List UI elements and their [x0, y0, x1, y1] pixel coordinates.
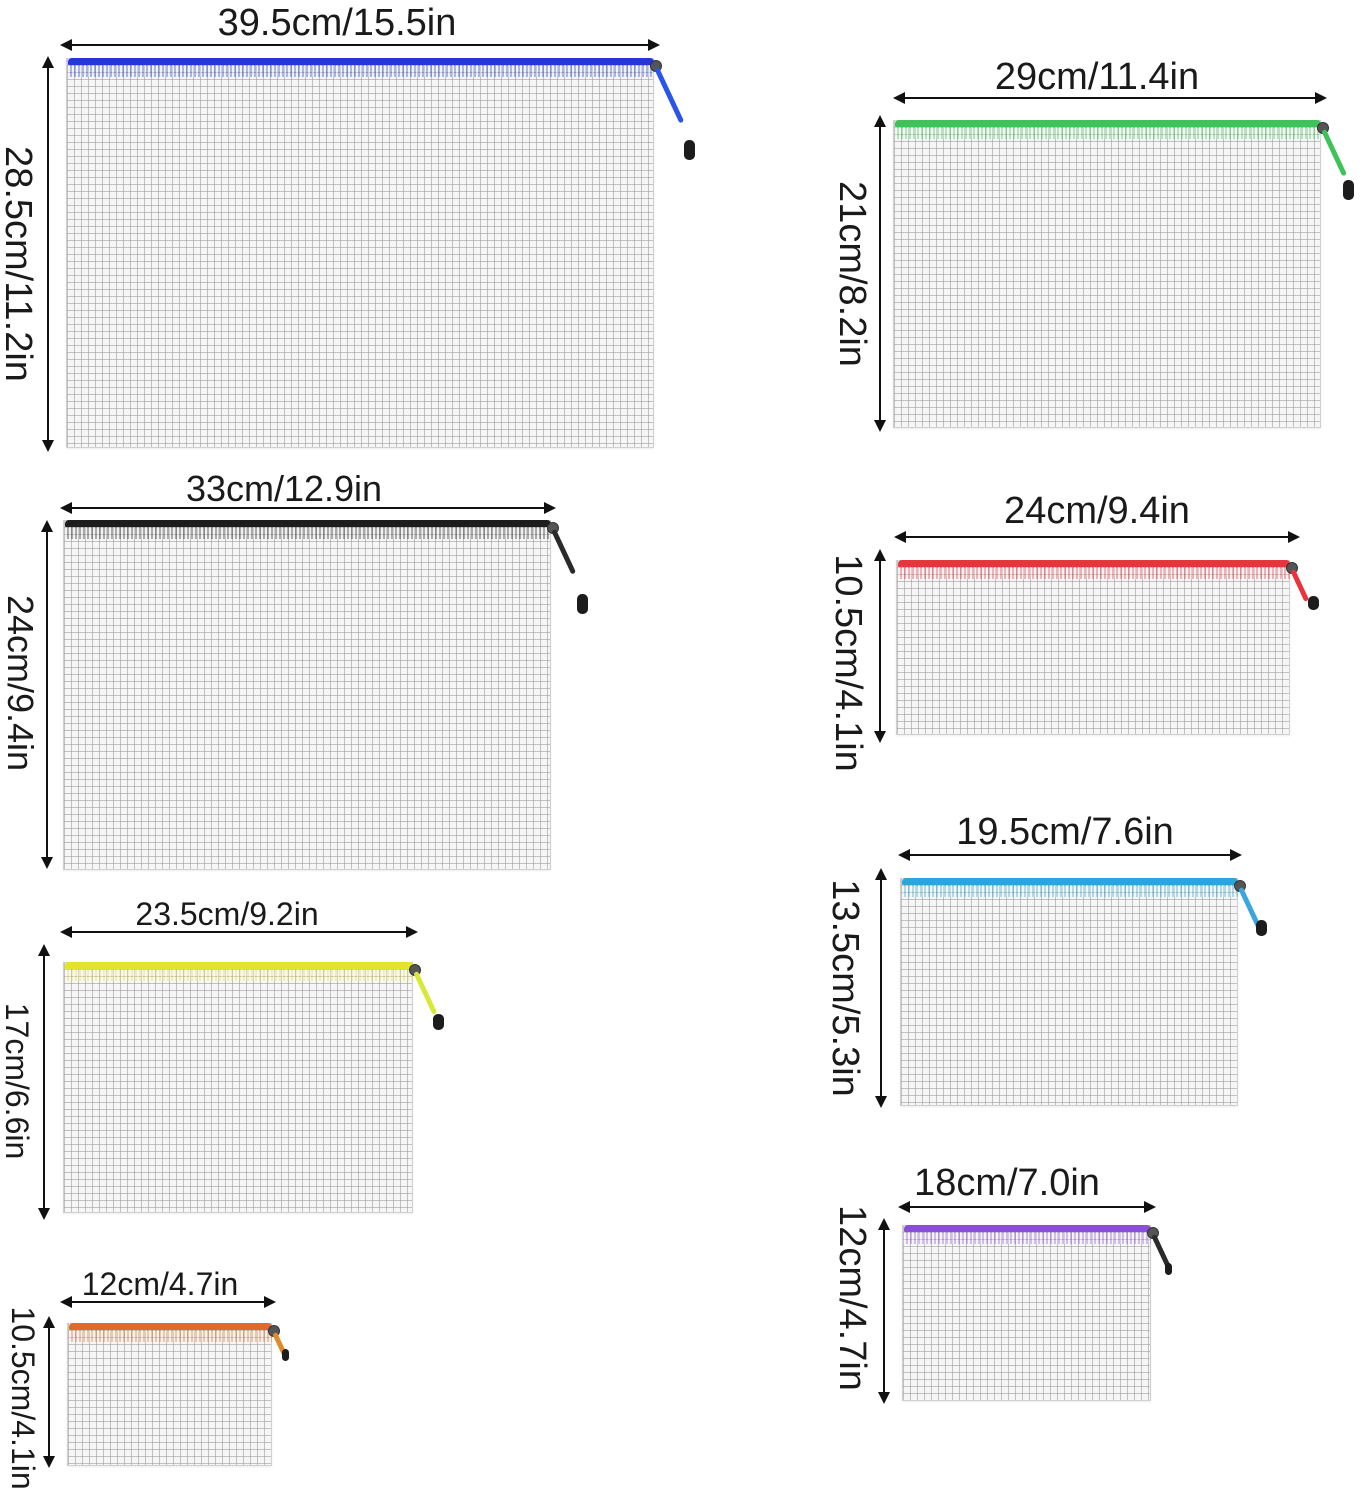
zipper-band: [902, 885, 1238, 897]
height-arrow: [41, 520, 53, 869]
zipper-band: [895, 127, 1321, 139]
zipper-tab: [1165, 1263, 1172, 1275]
mesh-body: [893, 120, 1321, 428]
zipper-cord: [413, 970, 438, 1015]
zipper: [898, 560, 1290, 567]
height-label: 10.5cm/4.1in: [827, 554, 869, 772]
mesh-pouch: [900, 878, 1267, 1106]
width-label: 19.5cm/7.6in: [956, 811, 1174, 853]
zipper: [68, 58, 654, 65]
zipper: [895, 120, 1321, 127]
zipper: [902, 878, 1238, 885]
width-label: 39.5cm/15.5in: [217, 2, 457, 44]
zipper: [904, 1225, 1151, 1232]
zipper-cord: [1321, 128, 1347, 177]
zipper-band: [898, 567, 1290, 579]
zipper-cord: [551, 528, 577, 575]
height-label: 10.5cm/4.1in: [5, 1306, 41, 1490]
zipper-band: [65, 527, 551, 539]
width-arrow: [60, 39, 660, 51]
zipper-tab: [433, 1014, 444, 1030]
zipper-tab: [1256, 920, 1267, 936]
mesh-body: [902, 1225, 1151, 1401]
width-label: 24cm/9.4in: [1004, 490, 1190, 532]
zipper-band: [65, 969, 413, 981]
width-arrow: [60, 502, 556, 514]
zipper-band: [904, 1232, 1151, 1244]
width-label: 18cm/7.0in: [914, 1162, 1100, 1204]
width-arrow: [898, 849, 1242, 861]
mesh-pouch: [902, 1225, 1173, 1401]
height-label: 13.5cm/5.3in: [824, 879, 866, 1097]
mesh-pouch: [67, 1323, 289, 1466]
zipper: [69, 1323, 272, 1330]
zipper: [65, 962, 413, 969]
zipper-band: [69, 1330, 272, 1342]
mesh-body: [896, 560, 1290, 735]
height-arrow: [875, 868, 887, 1108]
height-arrow: [874, 549, 886, 743]
zipper-tab: [1308, 596, 1319, 610]
mesh-body: [63, 962, 413, 1213]
width-label: 23.5cm/9.2in: [135, 896, 319, 932]
mesh-body: [67, 1323, 272, 1466]
zipper-tab: [577, 594, 588, 614]
mesh-pouch: [893, 120, 1354, 428]
zipper-band: [68, 65, 654, 77]
height-label: 17cm/6.6in: [0, 1002, 35, 1160]
width-arrow: [60, 926, 418, 938]
height-arrow: [42, 56, 54, 452]
zipper-tab: [684, 140, 695, 160]
width-label: 33cm/12.9in: [185, 468, 383, 509]
mesh-pouch: [896, 560, 1319, 735]
mesh-pouch: [63, 520, 588, 870]
width-arrow: [893, 92, 1327, 104]
height-arrow: [874, 115, 886, 432]
height-arrow: [38, 944, 50, 1220]
height-label: 24cm/9.4in: [0, 594, 41, 772]
width-arrow: [894, 531, 1300, 543]
zipper: [65, 520, 551, 527]
mesh-pouch: [66, 58, 695, 448]
height-label: 28.5cm/11.2in: [0, 146, 39, 382]
width-label: 12cm/4.7in: [81, 1266, 239, 1302]
height-arrow: [43, 1316, 55, 1468]
width-arrow: [898, 1201, 1156, 1213]
zipper-cord: [654, 66, 685, 124]
zipper-tab: [282, 1349, 289, 1361]
mesh-body: [63, 520, 551, 870]
height-arrow: [878, 1218, 890, 1404]
width-arrow: [60, 1296, 276, 1308]
zipper-cord: [1290, 568, 1310, 602]
height-label: 12cm/4.7in: [831, 1205, 873, 1391]
mesh-body: [66, 58, 654, 448]
width-label: 29cm/11.4in: [994, 56, 1200, 98]
mesh-body: [900, 878, 1238, 1106]
height-label: 21cm/8.2in: [831, 181, 873, 367]
zipper-tab: [1343, 180, 1354, 200]
mesh-pouch: [63, 962, 444, 1213]
